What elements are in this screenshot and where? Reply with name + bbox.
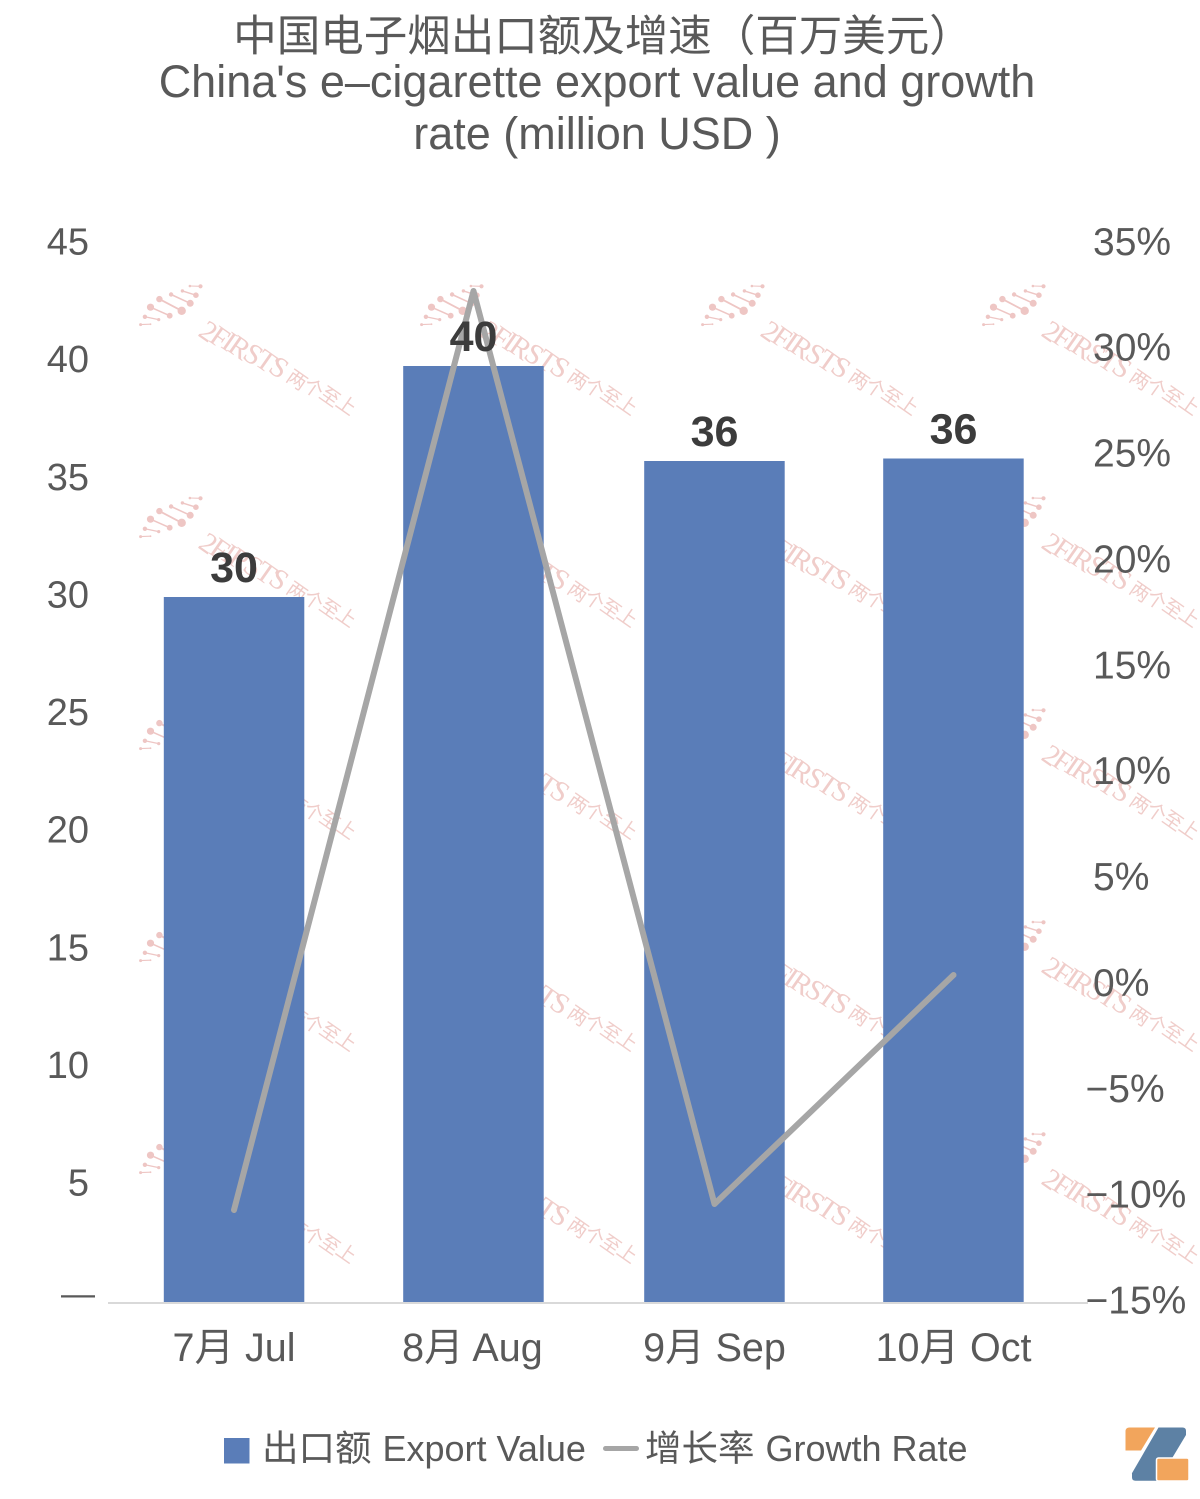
svg-text:20%: 20%: [1093, 538, 1171, 581]
svg-text:0%: 0%: [1093, 962, 1149, 1005]
svg-text:Jul: Jul: [234, 1326, 295, 1370]
svg-text:10: 10: [876, 1326, 920, 1370]
svg-text:8: 8: [402, 1326, 424, 1370]
svg-text:10: 10: [47, 1045, 89, 1087]
svg-text:10%: 10%: [1093, 750, 1171, 793]
svg-text:30: 30: [47, 574, 89, 616]
svg-text:40: 40: [47, 339, 89, 381]
svg-text:36: 36: [930, 406, 978, 454]
svg-text:5%: 5%: [1093, 856, 1149, 899]
svg-text:35: 35: [47, 457, 89, 499]
svg-text:9: 9: [643, 1326, 665, 1370]
svg-text:40: 40: [450, 313, 498, 361]
svg-text:−10%: −10%: [1086, 1174, 1187, 1217]
svg-text:30%: 30%: [1093, 327, 1171, 370]
svg-text:Aug: Aug: [464, 1326, 543, 1370]
svg-text:China's e–cigarette export val: China's e–cigarette export value and gro…: [159, 56, 1036, 107]
svg-text:rate (million USD ): rate (million USD ): [413, 108, 781, 159]
svg-text:Oct: Oct: [959, 1326, 1031, 1370]
svg-text:Sep: Sep: [705, 1326, 786, 1370]
svg-text:25%: 25%: [1093, 433, 1171, 476]
svg-text:5: 5: [68, 1163, 89, 1205]
svg-text:30: 30: [210, 544, 258, 592]
svg-text:15: 15: [47, 927, 89, 969]
svg-text:25: 25: [47, 692, 89, 734]
svg-text:7: 7: [173, 1326, 195, 1370]
svg-text:Export Value: Export Value: [373, 1428, 586, 1469]
svg-text:35%: 35%: [1093, 221, 1171, 264]
svg-text:−15%: −15%: [1086, 1280, 1187, 1323]
svg-text:15%: 15%: [1093, 644, 1171, 687]
svg-text:−5%: −5%: [1086, 1068, 1165, 1111]
svg-text:45: 45: [47, 222, 89, 264]
svg-text:36: 36: [691, 408, 739, 456]
svg-text:Growth Rate: Growth Rate: [756, 1428, 968, 1469]
svg-text:—: —: [61, 1275, 95, 1313]
svg-text:20: 20: [47, 810, 89, 852]
